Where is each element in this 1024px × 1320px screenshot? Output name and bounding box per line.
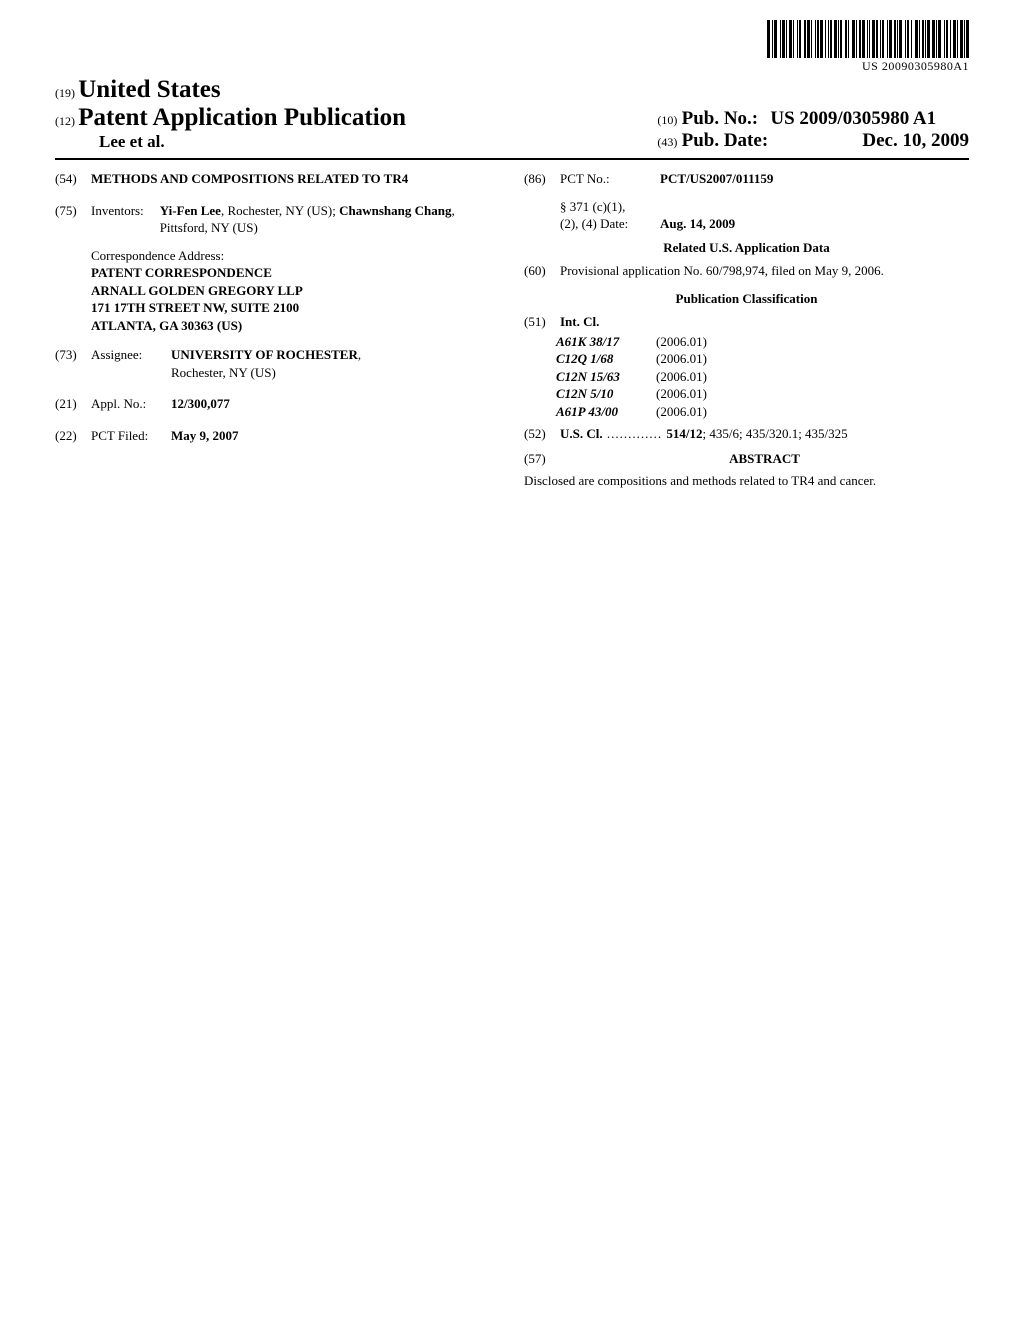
ipc-version: (2006.01) — [656, 385, 707, 403]
uscl-rest: ; 435/6; 435/320.1; 435/325 — [703, 426, 848, 441]
pub-no-label: Pub. No.: — [682, 108, 759, 129]
applno-code: (21) — [55, 395, 91, 413]
barcode-region: US 20090305980A1 — [55, 20, 969, 74]
pctfiled-label: PCT Filed: — [91, 427, 171, 445]
ipc-row: A61P 43/00(2006.01) — [556, 403, 969, 421]
ipc-code: C12N 5/10 — [556, 385, 656, 403]
assignee-code: (73) — [55, 346, 91, 381]
barcode: US 20090305980A1 — [767, 20, 969, 74]
authors-line: Lee et al. — [55, 132, 406, 152]
ipc-code: C12Q 1/68 — [556, 350, 656, 368]
s371-label-2: (2), (4) Date: — [560, 216, 628, 231]
abstract-heading: ABSTRACT — [560, 450, 969, 468]
assignee-name: UNIVERSITY OF ROCHESTER — [171, 347, 358, 362]
inventors-field: (75) Inventors: Yi-Fen Lee, Rochester, N… — [55, 202, 500, 237]
provisional-code: (60) — [524, 262, 560, 280]
uscl-field: (52) U.S. Cl. ............. 514/12; 435/… — [524, 425, 969, 443]
ipc-row: C12N 5/10(2006.01) — [556, 385, 969, 403]
body-columns: (54) METHODS AND COMPOSITIONS RELATED TO… — [55, 170, 969, 489]
barcode-text: US 20090305980A1 — [767, 59, 969, 74]
applno-field: (21) Appl. No.: 12/300,077 — [55, 395, 500, 413]
country-code: (19) — [55, 86, 75, 100]
uscl-primary: 514/12 — [666, 426, 702, 441]
abstract-text: Disclosed are compositions and methods r… — [524, 472, 969, 490]
applno-value: 12/300,077 — [171, 395, 230, 413]
invention-title: METHODS AND COMPOSITIONS RELATED TO TR4 — [91, 170, 408, 188]
correspondence-line-3: ATLANTA, GA 30363 (US) — [91, 317, 500, 335]
intcl-code: (51) — [524, 313, 560, 331]
pctfiled-field: (22) PCT Filed: May 9, 2007 — [55, 427, 500, 445]
pub-title-line: (12) Patent Application Publication — [55, 104, 406, 132]
ipc-code: A61K 38/17 — [556, 333, 656, 351]
ipc-row: C12Q 1/68(2006.01) — [556, 350, 969, 368]
correspondence-line-0: PATENT CORRESPONDENCE — [91, 264, 500, 282]
pctno-label: PCT No.: — [560, 170, 660, 188]
pctno-value: PCT/US2007/011159 — [660, 170, 773, 188]
abstract-code: (57) — [524, 450, 560, 468]
pub-no-code: (10) — [657, 113, 677, 127]
pctfiled-value: May 9, 2007 — [171, 427, 239, 445]
uscl-dots: ............. — [603, 426, 667, 441]
intcl-field: (51) Int. Cl. — [524, 313, 969, 331]
country-line: (19) United States — [55, 76, 406, 104]
correspondence-block: Correspondence Address: PATENT CORRESPON… — [91, 247, 500, 335]
pub-date: Dec. 10, 2009 — [862, 130, 969, 151]
pub-date-label: Pub. Date: — [682, 130, 769, 151]
pub-title: Patent Application Publication — [78, 104, 406, 131]
ipc-row: C12N 15/63(2006.01) — [556, 368, 969, 386]
uscl-body: U.S. Cl. ............. 514/12; 435/6; 43… — [560, 425, 848, 443]
assignee-location: Rochester, NY (US) — [171, 365, 276, 380]
correspondence-line-2: 171 17TH STREET NW, SUITE 2100 — [91, 299, 500, 317]
intcl-label: Int. Cl. — [560, 313, 599, 331]
document-header: (19) United States (12) Patent Applicati… — [55, 76, 969, 160]
left-column: (54) METHODS AND COMPOSITIONS RELATED TO… — [55, 170, 500, 489]
abstract-heading-row: (57) ABSTRACT — [524, 450, 969, 468]
inventors-list: Yi-Fen Lee, Rochester, NY (US); Chawnsha… — [160, 202, 500, 237]
barcode-lines — [767, 20, 969, 58]
ipc-version: (2006.01) — [656, 368, 707, 386]
related-data-heading: Related U.S. Application Data — [524, 239, 969, 257]
ipc-version: (2006.01) — [656, 403, 707, 421]
assignee-field: (73) Assignee: UNIVERSITY OF ROCHESTER, … — [55, 346, 500, 381]
pub-date-line: (43) Pub. Date: Dec. 10, 2009 — [657, 130, 969, 152]
ipc-version: (2006.01) — [656, 333, 707, 351]
inventors-label: Inventors: — [91, 202, 160, 237]
provisional-field: (60) Provisional application No. 60/798,… — [524, 262, 969, 280]
pub-date-code: (43) — [657, 135, 677, 149]
s371-date: Aug. 14, 2009 — [660, 215, 735, 233]
s371-label: § 371 (c)(1), (2), (4) Date: — [560, 198, 660, 233]
title-field: (54) METHODS AND COMPOSITIONS RELATED TO… — [55, 170, 500, 188]
pub-title-code: (12) — [55, 114, 75, 128]
country-name: United States — [78, 76, 220, 103]
applno-label: Appl. No.: — [91, 395, 171, 413]
s371-field: § 371 (c)(1), (2), (4) Date: Aug. 14, 20… — [524, 198, 969, 233]
pctno-code: (86) — [524, 170, 560, 188]
s371-label-1: § 371 (c)(1), — [560, 199, 625, 214]
ipc-row: A61K 38/17(2006.01) — [556, 333, 969, 351]
pctno-field: (86) PCT No.: PCT/US2007/011159 — [524, 170, 969, 188]
correspondence-line-1: ARNALL GOLDEN GREGORY LLP — [91, 282, 500, 300]
ipc-table: A61K 38/17(2006.01) C12Q 1/68(2006.01) C… — [556, 333, 969, 421]
uscl-label: U.S. Cl. — [560, 426, 603, 441]
pub-no: US 2009/0305980 A1 — [770, 108, 936, 129]
inventors-code: (75) — [55, 202, 91, 237]
classification-heading: Publication Classification — [524, 290, 969, 308]
assignee-value: UNIVERSITY OF ROCHESTER, Rochester, NY (… — [171, 346, 361, 381]
correspondence-label: Correspondence Address: — [91, 247, 500, 265]
ipc-version: (2006.01) — [656, 350, 707, 368]
assignee-label: Assignee: — [91, 346, 171, 381]
uscl-code: (52) — [524, 425, 560, 443]
ipc-code: A61P 43/00 — [556, 403, 656, 421]
provisional-text: Provisional application No. 60/798,974, … — [560, 262, 884, 280]
ipc-code: C12N 15/63 — [556, 368, 656, 386]
right-column: (86) PCT No.: PCT/US2007/011159 § 371 (c… — [524, 170, 969, 489]
pub-no-line: (10) Pub. No.: US 2009/0305980 A1 — [657, 108, 969, 130]
pctfiled-code: (22) — [55, 427, 91, 445]
title-code: (54) — [55, 170, 91, 188]
